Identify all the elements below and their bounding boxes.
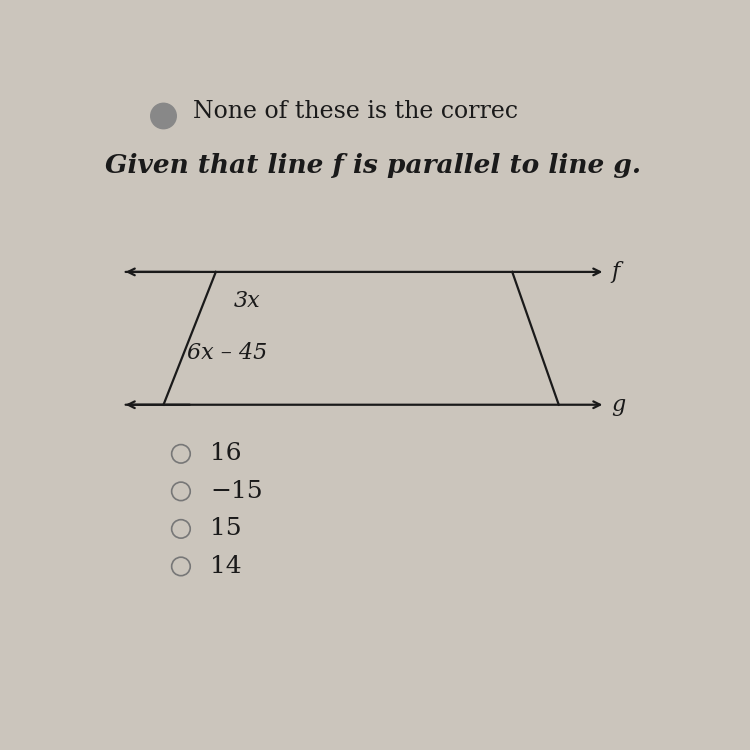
Text: 14: 14 [210,555,242,578]
Text: 15: 15 [210,518,242,541]
Text: 6x – 45: 6x – 45 [187,342,267,364]
Text: f: f [611,261,620,283]
Text: Given that line f is parallel to line g.: Given that line f is parallel to line g. [105,152,641,178]
Circle shape [151,104,176,129]
Text: 16: 16 [210,442,242,465]
Text: g: g [611,394,626,416]
Text: None of these is the correc: None of these is the correc [193,100,518,124]
Text: 3x: 3x [233,290,260,312]
Text: −15: −15 [210,480,262,502]
